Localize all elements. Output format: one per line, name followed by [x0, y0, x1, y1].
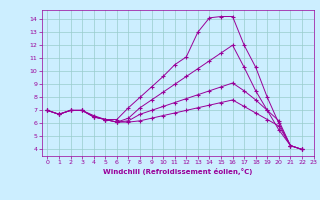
- X-axis label: Windchill (Refroidissement éolien,°C): Windchill (Refroidissement éolien,°C): [103, 168, 252, 175]
